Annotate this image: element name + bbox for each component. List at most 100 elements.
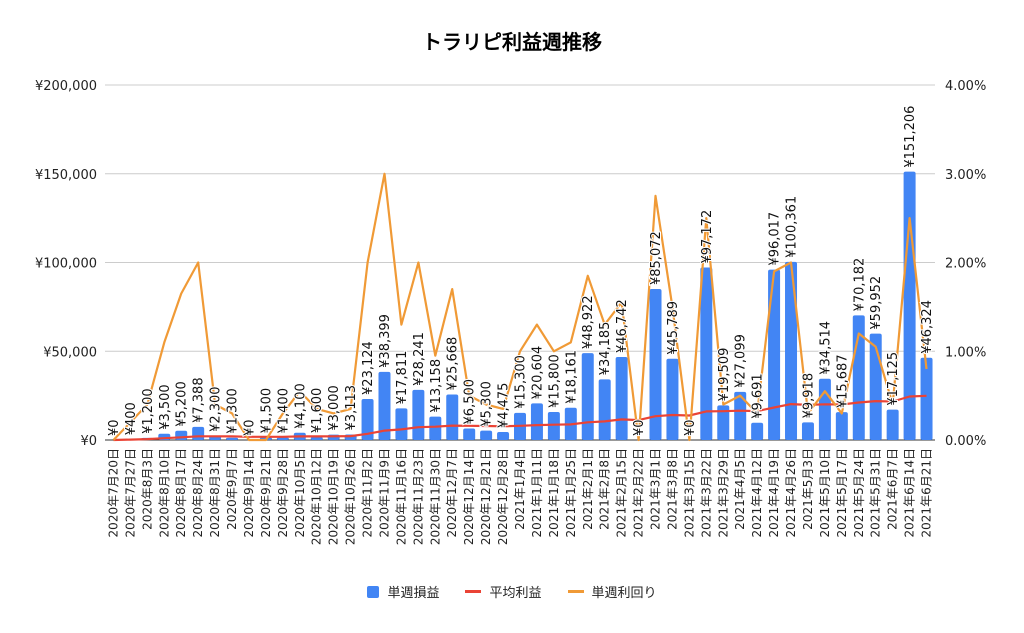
bar [903,171,916,440]
bar-data-label: ¥17,125 [886,352,901,406]
bar-data-label: ¥25,668 [446,337,461,391]
x-tick-label: 2021年3月29日 [716,448,730,537]
bar [412,389,425,440]
bar [920,357,933,440]
bar [463,428,476,440]
x-tick-label: 2020年7月20日 [106,448,120,537]
bar-data-label: ¥7,388 [192,377,207,423]
bar [226,437,239,440]
bar-data-label: ¥96,017 [768,212,783,266]
bar-data-label: ¥28,241 [412,332,427,386]
bar-data-label: ¥1,300 [226,388,241,434]
x-tick-label: 2020年11月16日 [394,448,408,545]
bar-data-label: ¥13,158 [429,359,444,413]
legend-item-yield[interactable]: 単週利回り [567,582,657,601]
bar-data-label: ¥15,300 [514,355,529,409]
x-tick-label: 2021年6月14日 [903,448,917,537]
bar-data-label: ¥18,161 [564,350,579,404]
bar [192,426,205,440]
bar-data-label: ¥3,113 [344,385,359,431]
bar [801,422,814,440]
x-tick-label: 2020年12月14日 [462,448,476,545]
x-tick-label: 2021年5月17日 [835,448,849,537]
x-tick-label: 2021年1月11日 [530,448,544,537]
bar-data-label: ¥19,509 [717,348,732,402]
x-tick-label: 2020年11月30日 [428,448,442,545]
legend-label: 単週損益 [387,586,440,601]
bar-data-label: ¥0 [242,419,257,436]
x-tick-label: 2021年5月3日 [801,448,815,530]
bar-data-label: ¥0 [107,419,122,436]
legend-label: 平均利益 [489,586,542,601]
x-tick-label: 2021年2月8日 [598,448,612,530]
bar [361,398,374,440]
bar [310,437,323,440]
x-tick-label: 2020年8月24日 [191,448,205,537]
bar [598,379,611,440]
x-tick-label: 2021年4月19日 [767,448,781,537]
legend: 単週損益 平均利益 単週利回り [0,582,1024,601]
legend-swatch-average [465,590,482,593]
x-tick-label: 2020年12月21日 [479,448,493,545]
bar-data-label: ¥59,952 [869,276,884,330]
x-tick-label: 2021年4月5日 [733,448,747,530]
x-tick-label: 2021年2月1日 [581,448,595,530]
x-tick-label: 2020年12月28日 [496,448,510,545]
x-tick-label: 2020年12月7日 [445,448,459,537]
legend-label: 単週利回り [591,586,657,601]
bar [395,408,408,440]
x-tick-label: 2020年10月26日 [344,448,358,545]
bar-data-label: ¥4,475 [497,383,512,429]
legend-swatch-bars [367,585,380,598]
bar [717,405,730,440]
bar [751,422,764,440]
x-tick-label: 2021年5月10日 [818,448,832,537]
bar-data-label: ¥15,800 [547,354,562,408]
bar-data-label: ¥15,687 [835,354,850,408]
x-tick-label: 2021年6月7日 [886,448,900,530]
bar-data-label: ¥151,206 [903,106,918,168]
bar [785,261,798,440]
average-line [113,394,927,442]
bar [734,391,747,440]
bar-data-label: ¥1,200 [141,388,156,434]
x-tick-label: 2021年3月8日 [665,448,679,530]
bar-data-label: ¥9,691 [751,373,766,419]
y-left-tick-label: ¥0 [80,434,97,449]
y-left-tick-label: ¥150,000 [35,168,97,183]
x-tick-label: 2020年11月2日 [361,448,375,537]
bar [480,430,493,440]
bar-data-label: ¥27,099 [734,334,749,388]
x-tick-label: 2021年2月22日 [632,448,646,537]
bar-data-label: ¥97,172 [700,210,715,264]
bar [530,403,543,440]
legend-item-bars[interactable]: 単週損益 [367,582,439,601]
bar [768,269,781,440]
x-tick-label: 2020年9月28日 [276,448,290,537]
legend-item-average[interactable]: 平均利益 [465,582,542,601]
bar-data-label: ¥46,742 [615,299,630,353]
x-tick-label: 2020年9月14日 [242,448,256,537]
x-tick-label: 2020年8月17日 [174,448,188,537]
bar [497,432,510,440]
x-tick-label: 2021年3月15日 [682,448,696,537]
bar [700,267,713,440]
x-tick-label: 2021年2月15日 [615,448,629,537]
x-tick-label: 2020年11月23日 [411,448,425,545]
y-right-tick-label: 1.00% [945,345,986,360]
x-tick-label: 2021年6月21日 [920,448,934,537]
x-tick-label: 2020年9月21日 [259,448,273,537]
bar [818,378,831,440]
bar-data-label: ¥2,300 [209,386,224,432]
bar-data-label: ¥100,361 [785,196,800,258]
x-tick-label: 2020年10月5日 [293,448,307,537]
bar [429,416,442,440]
bar-data-label: ¥23,124 [361,341,376,395]
x-tick-label: 2020年8月10日 [157,448,171,537]
y-right-tick-label: 4.00% [945,79,986,94]
bar-data-label: ¥48,922 [581,295,596,349]
x-tick-label: 2020年8月31日 [208,448,222,537]
bar-data-label: ¥20,604 [530,346,545,400]
chart-title: トラリピ利益週推移 [422,30,602,54]
